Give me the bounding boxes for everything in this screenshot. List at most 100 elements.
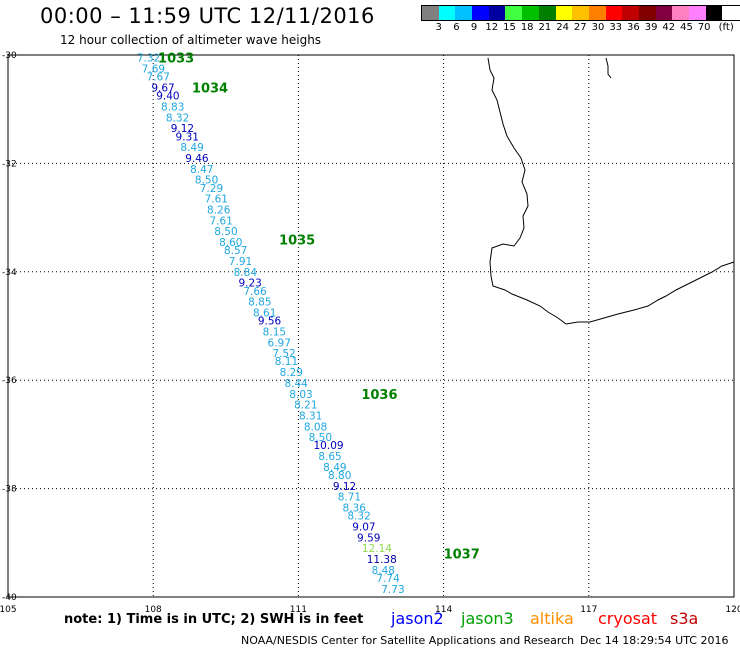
wave-height-point: 9.23 (238, 278, 261, 290)
legend-tick-label: 15 (503, 22, 516, 33)
wave-height-point: 8.60 (219, 237, 242, 249)
lat-tick-label: -38 (2, 485, 17, 495)
wave-height-point: 8.47 (190, 164, 213, 176)
legend-tick-label: 70 (697, 22, 711, 33)
wave-height-point: 8.85 (248, 297, 271, 309)
pass-label: 1035 (279, 233, 315, 248)
legend-swatch (522, 6, 539, 20)
lat-tick-label: -40 (2, 593, 17, 603)
wave-height-point: 8.71 (338, 492, 361, 504)
legend-unit-label: (ft) (718, 22, 734, 33)
page-title: 00:00 – 11:59 UTC 12/11/2016 (40, 4, 375, 28)
australia-coastline (487, 57, 735, 325)
wave-height-point: 7.74 (376, 573, 400, 585)
legend-swatch (488, 6, 506, 20)
wave-height-point: 11.38 (367, 554, 397, 566)
legend-tick-label: 12 (485, 22, 499, 33)
lon-tick-label: 108 (145, 605, 162, 615)
legend-swatch (555, 6, 573, 20)
wave-height-point: 7.32 (137, 53, 160, 65)
legend-tick-label: 36 (627, 22, 640, 33)
wave-height-point: 8.36 (343, 503, 367, 515)
wave-height-point: 8.80 (328, 470, 351, 482)
pass-label: 1036 (361, 388, 397, 403)
wave-height-point: 9.67 (151, 83, 174, 95)
footer-note: note: 1) Time is in UTC; 2) SWH is in fe… (64, 612, 364, 627)
wave-height-point: 8.32 (347, 511, 370, 523)
wave-height-point: 8.65 (318, 451, 341, 463)
legend-tick-label: 45 (680, 22, 693, 33)
lon-tick-label: 120 (725, 605, 740, 615)
wave-height-point: 7.91 (229, 256, 252, 268)
mission-label-s3a: s3a (670, 609, 699, 628)
legend-tick-label: 21 (538, 22, 552, 33)
legend-swatch (438, 6, 456, 20)
wave-height-point: 7.66 (243, 286, 267, 298)
mission-label-jason3: jason3 (461, 609, 514, 628)
wave-height-point: 8.48 (372, 565, 395, 577)
pass-number-labels: 1033 1034 1035 1036 1037 (158, 52, 480, 563)
wave-height-point: 8.11 (275, 356, 298, 368)
wave-height-point: 9.31 (176, 131, 199, 143)
lon-tick-label: 105 (0, 605, 17, 615)
wave-height-point: 8.49 (323, 462, 346, 474)
wave-height-point: 8.44 (284, 378, 308, 390)
legend-tick-label: 39 (644, 22, 658, 33)
legend-swatch (588, 6, 606, 20)
wave-height-point: 7.69 (142, 64, 165, 76)
legend-swatch (655, 6, 673, 20)
legend-labels: 3 6 9 12 15 18 21 24 27 30 33 36 39 42 45 70 (ft) (421, 21, 740, 35)
legend-swatch (689, 6, 706, 20)
wave-height-point: 9.40 (156, 91, 179, 103)
legend-swatch (572, 6, 589, 20)
wave-height-point: 7.73 (381, 584, 404, 596)
wave-height-point: 7.29 (200, 183, 223, 195)
wave-height-point: 8.32 (166, 112, 189, 124)
page-subtitle: 12 hour collection of altimeter wave hei… (60, 33, 322, 47)
legend-tick-label: 9 (470, 22, 478, 33)
wave-height-point: 8.03 (289, 389, 312, 401)
wave-height-point: 9.12 (171, 123, 194, 135)
map-frame (7, 54, 735, 598)
axis-tick-labels: 105 108 111 114 117 120 -30 -32 -34 -36 -38 -40 (0, 51, 740, 615)
legend-tick-label: 33 (609, 22, 623, 33)
lat-tick-label: -36 (2, 376, 17, 386)
mission-label-jason2: jason2 (391, 609, 444, 628)
legend-swatch (622, 6, 639, 20)
legend-swatch (538, 6, 556, 20)
wave-height-point: 8.08 (304, 421, 327, 433)
legend-swatches (421, 5, 740, 21)
wave-height-point: 8.61 (253, 307, 276, 319)
wave-height-point: 8.26 (207, 204, 231, 216)
lon-tick-label: 114 (435, 605, 452, 615)
wave-height-point: 8.15 (263, 326, 286, 338)
wave-height-point: 12.14 (362, 543, 392, 555)
legend-swatch (672, 6, 689, 20)
lon-tick-label: 117 (580, 605, 597, 615)
legend-swatch (505, 6, 523, 20)
legend-swatch (705, 6, 723, 20)
legend-tick-label: 30 (591, 22, 605, 33)
lon-tick-label: 111 (290, 605, 307, 615)
wave-height-point: 8.57 (224, 245, 247, 257)
wave-height-point: 8.84 (234, 267, 258, 279)
pass-label: 1037 (444, 548, 480, 563)
wave-height-point: 6.97 (268, 337, 291, 349)
wave-height-values: 7.327.697.679.679.408.838.329.129.318.49… (137, 53, 405, 596)
legend-tick-label: 6 (453, 22, 460, 33)
coastline-path (487, 57, 735, 325)
timestamp-text: Dec 14 18:29:54 UTC 2016 (580, 634, 729, 647)
wave-height-point: 7.61 (209, 215, 232, 227)
legend-tick-label: 3 (435, 22, 442, 33)
wave-height-point: 7.52 (272, 348, 295, 360)
wave-height-point: 8.50 (195, 175, 218, 187)
wave-height-point: 9.56 (258, 316, 282, 328)
pass-label: 1034 (192, 82, 228, 97)
wave-height-point: 7.67 (147, 72, 170, 84)
wave-height-point: 8.83 (161, 101, 184, 113)
legend-swatch (638, 6, 656, 20)
wave-height-point: 10.09 (314, 440, 344, 452)
legend-swatch (455, 6, 473, 20)
legend-swatch (422, 6, 439, 20)
